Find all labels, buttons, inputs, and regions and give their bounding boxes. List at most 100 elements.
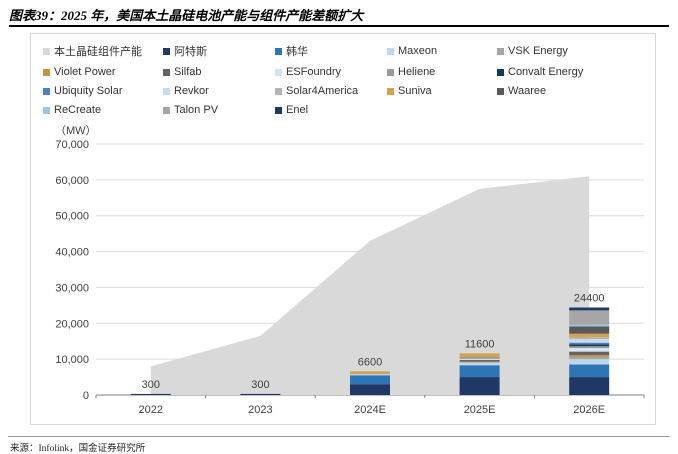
y-tick-label: 30,000 <box>55 282 89 294</box>
legend-item: Enel <box>275 104 385 116</box>
bar-segment <box>569 355 610 357</box>
legend-swatch <box>163 47 170 55</box>
legend-item: Revkor <box>163 85 273 97</box>
legend-item: Violet Power <box>43 66 161 78</box>
bar-segment <box>459 377 500 395</box>
bar-segment <box>350 375 390 385</box>
legend-label: Maxeon <box>398 45 438 57</box>
bar-total-label: 6600 <box>358 356 382 368</box>
legend-label: Suniva <box>398 85 432 97</box>
legend-item: Ubiquity Solar <box>43 85 161 97</box>
legend-swatch <box>275 47 282 55</box>
x-tick-label: 2025E <box>464 404 496 416</box>
legend-label: Revkor <box>174 85 209 97</box>
legend-item: Silfab <box>163 66 273 78</box>
legend-label: Ubiquity Solar <box>54 85 123 97</box>
bar-segment <box>130 393 171 395</box>
footer-divider <box>8 436 670 437</box>
legend-item: VSK Energy <box>497 43 649 59</box>
legend-swatch <box>163 68 170 76</box>
bar-segment <box>350 373 390 374</box>
bar-total-label: 300 <box>251 379 269 391</box>
legend-item: 韩华 <box>275 43 385 59</box>
bar-segment <box>569 307 610 311</box>
bar-segment <box>569 356 610 360</box>
legend-label: Solar4America <box>286 85 359 97</box>
legend-swatch <box>275 68 282 76</box>
legend-label: ESFoundry <box>286 66 342 78</box>
y-tick-label: 70,000 <box>55 139 89 151</box>
legend-label: 韩华 <box>286 46 308 58</box>
legend-label: VSK Energy <box>508 45 568 57</box>
x-tick-label: 2023 <box>248 404 272 416</box>
y-axis-unit-label: （MW） <box>55 125 97 137</box>
legend-swatch <box>43 47 50 55</box>
x-tick-label: 2022 <box>139 404 163 416</box>
x-tick-label: 2026E <box>573 404 605 416</box>
bar-total-label: 11600 <box>465 338 495 350</box>
legend-swatch <box>387 68 394 76</box>
x-tick-label: 2024E <box>354 404 386 416</box>
bar-segment <box>569 377 610 395</box>
y-tick-label: 10,000 <box>55 354 89 366</box>
bar-segment <box>350 384 390 395</box>
bar-segment <box>350 371 390 374</box>
chart-frame: 本土晶硅组件产能 阿特斯 韩华 Maxeon VSK Energy Violet Powe… <box>30 33 656 425</box>
legend-swatch <box>43 87 50 95</box>
legend-swatch <box>163 87 170 95</box>
bar-segment <box>459 359 500 362</box>
legend-item: ESFoundry <box>275 66 385 78</box>
bar-segment <box>569 310 610 325</box>
legend-label: Convalt Energy <box>508 66 584 78</box>
legend-label: Talon PV <box>174 104 219 116</box>
legend-item: Talon PV <box>163 104 273 116</box>
legend-label: 阿特斯 <box>174 46 207 58</box>
bar-segment <box>569 364 610 378</box>
legend-item: Maxeon <box>387 43 495 59</box>
bar-segment <box>459 356 500 359</box>
title-divider <box>9 25 669 27</box>
y-tick-label: 50,000 <box>55 211 89 223</box>
bar-segment <box>569 326 610 334</box>
capacity-chart: 0 10,000 20,000 30,000 40,000 50,000 60,000 70,… <box>55 139 645 416</box>
legend-label: Silfab <box>174 66 202 78</box>
module-capacity-area <box>150 176 590 395</box>
bar-segment <box>569 333 610 338</box>
legend-item: 本土晶硅组件产能 <box>43 43 161 59</box>
legend-swatch <box>497 47 504 55</box>
legend-swatch <box>275 106 282 114</box>
legend-item: Waaree <box>497 85 649 97</box>
bar-segment <box>569 346 610 349</box>
legend-item: Heliene <box>387 66 495 78</box>
legend-label: Violet Power <box>54 66 116 78</box>
bar-segment <box>459 365 500 378</box>
figure-title: 图表39：2025 年，美国本土晶硅电池产能与组件产能差额扩大 <box>9 8 364 23</box>
legend-item: Convalt Energy <box>497 66 649 78</box>
y-tick-label: 60,000 <box>55 175 89 187</box>
legend-swatch <box>163 106 170 114</box>
legend-label: 本土晶硅组件产能 <box>54 46 142 58</box>
legend-label: Waaree <box>508 85 547 97</box>
source-note: 来源：Infolink，国金证券研究所 <box>10 444 146 454</box>
bar-total-label: 24400 <box>574 293 605 305</box>
y-tick-label: 40,000 <box>55 247 89 259</box>
bar-segment <box>569 359 610 365</box>
chart-legend: 本土晶硅组件产能 阿特斯 韩华 Maxeon VSK Energy Violet Powe… <box>43 43 649 116</box>
legend-item: ReCreate <box>43 104 161 116</box>
legend-label: Enel <box>286 104 309 116</box>
bar-segment <box>459 362 500 366</box>
legend-swatch <box>497 68 504 76</box>
legend-swatch <box>387 87 394 95</box>
bar-segment <box>569 339 610 343</box>
y-tick-label: 0 <box>83 390 89 402</box>
legend-swatch <box>43 106 50 114</box>
legend-item: 阿特斯 <box>163 43 273 59</box>
bar-total-label: 300 <box>142 379 160 391</box>
bar-segment <box>459 353 500 357</box>
bar-segment <box>569 351 610 356</box>
bar-segment <box>459 361 500 363</box>
legend-swatch <box>497 87 504 95</box>
y-tick-label: 20,000 <box>55 318 89 330</box>
legend-label: ReCreate <box>54 104 102 116</box>
bar-segment <box>569 324 610 327</box>
